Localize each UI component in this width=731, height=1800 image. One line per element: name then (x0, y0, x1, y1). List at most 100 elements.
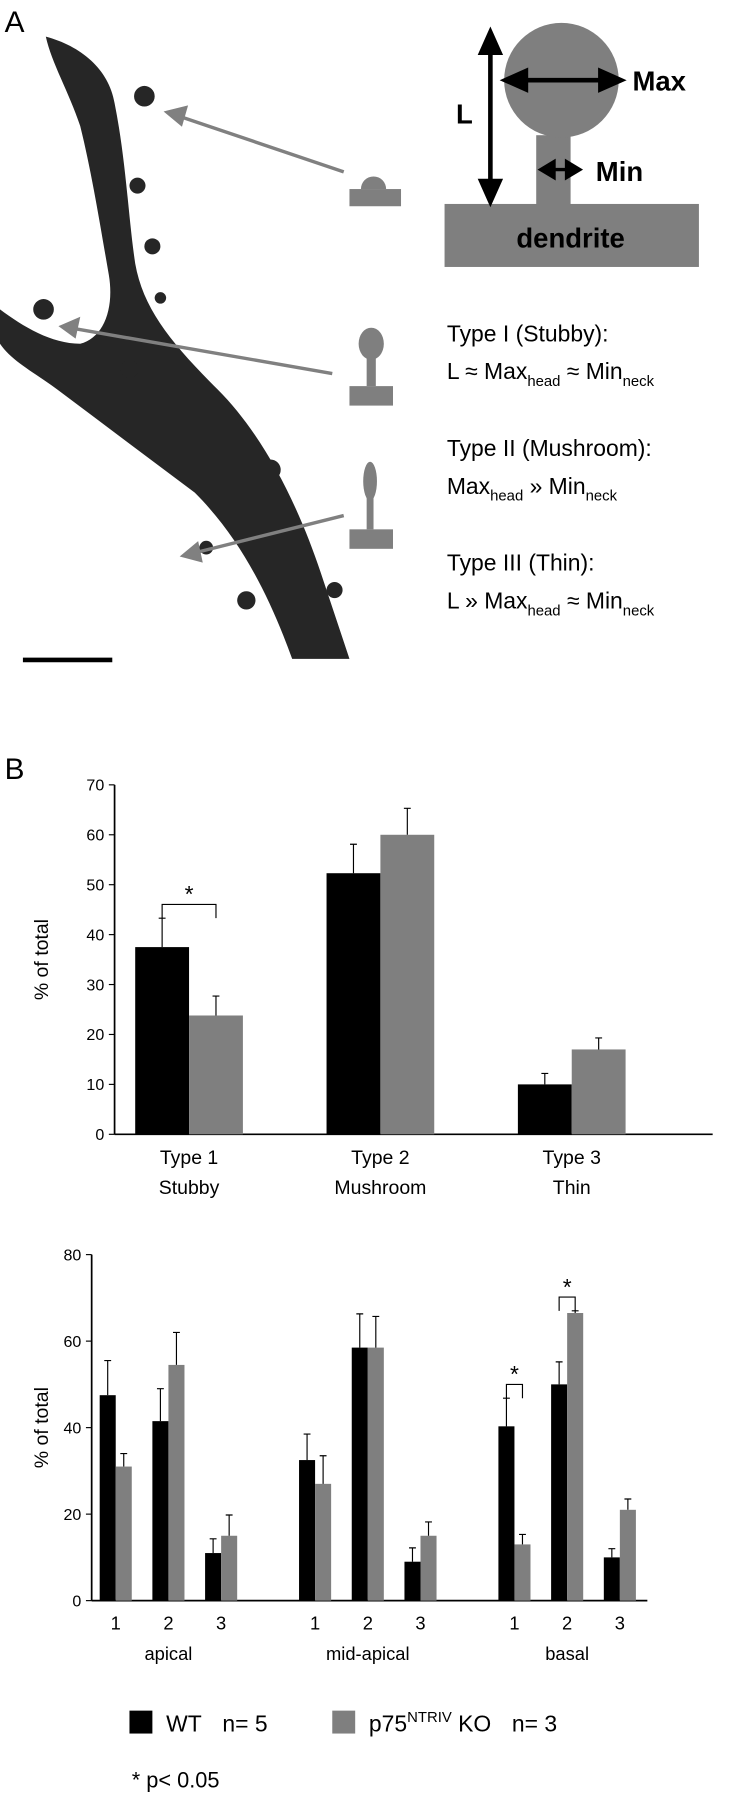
significance-bracket (161, 903, 217, 919)
script-text: neck (623, 603, 655, 619)
significance-mark: * (510, 1361, 519, 1387)
error-bar (209, 1538, 217, 1554)
bar (367, 1347, 384, 1601)
x-tick-label: 3 (216, 1612, 226, 1633)
significance-bracket (558, 1296, 576, 1311)
type-name: Type I (Stubby): (447, 320, 609, 346)
legend-note: * p< 0.05 (132, 1767, 220, 1792)
bar (221, 1535, 238, 1601)
error-bar (541, 1072, 549, 1085)
y-axis-label: % of total (31, 919, 53, 1000)
min-label: Min (596, 156, 643, 187)
group-label: basal (545, 1643, 589, 1664)
error-bar (212, 995, 220, 1016)
length-label: L (456, 99, 473, 130)
error-bar (571, 1310, 579, 1314)
type-name: Type II (Mushroom): (447, 435, 652, 461)
pointer-arrows (58, 105, 345, 563)
error-bar (104, 1360, 112, 1396)
y-tick-label: 0 (72, 1592, 81, 1610)
bar (315, 1483, 332, 1601)
error-bar (608, 1548, 616, 1558)
spine-icons (349, 176, 402, 549)
text-part: p75 (369, 1710, 407, 1736)
legend-label: WT (166, 1710, 202, 1736)
panel-label: B (5, 753, 25, 786)
significance-mark: * (185, 881, 194, 907)
error-bar (158, 917, 166, 948)
error-bar (173, 1331, 180, 1365)
error-bar (624, 1498, 632, 1510)
x-tick-label: 3 (415, 1612, 425, 1633)
script-text: NTRIV (407, 1710, 452, 1726)
group-label: mid-apical (326, 1643, 410, 1664)
bar (299, 1460, 316, 1601)
error-bar (319, 1455, 327, 1484)
bar (189, 1015, 243, 1135)
x-tick-label: 1 (509, 1612, 519, 1633)
y-tick-label: 20 (86, 1026, 104, 1044)
spine-diagram (444, 22, 699, 267)
bar (514, 1544, 531, 1601)
y-tick-label: 0 (95, 1126, 104, 1144)
text-part: ≈ Min (561, 587, 623, 613)
bar (404, 1561, 421, 1601)
x-tick-label: Type 3 (543, 1147, 601, 1169)
y-tick-label: 10 (86, 1076, 104, 1094)
y-axis-label: % of total (31, 1387, 53, 1468)
bar (115, 1466, 132, 1601)
max-label: Max (632, 66, 686, 97)
panel-label: A (5, 6, 25, 39)
script-text: head (527, 374, 560, 390)
legend-swatch (332, 1710, 356, 1734)
group-label: apical (144, 1643, 192, 1664)
significance-mark: * (563, 1274, 572, 1300)
bar (351, 1347, 368, 1601)
x-tick-label: Type 1 (160, 1147, 218, 1169)
bar (619, 1509, 636, 1601)
x-tick-label: Stubby (159, 1177, 220, 1199)
bar (420, 1535, 437, 1601)
text-part: Max (447, 473, 491, 499)
legend-swatch (129, 1710, 153, 1734)
error-bar (120, 1453, 128, 1467)
bar (152, 1421, 169, 1601)
bar (498, 1426, 515, 1601)
legend-n: n= 3 (512, 1710, 557, 1736)
y-tick-label: 20 (64, 1506, 82, 1524)
bar (205, 1553, 222, 1601)
bar (567, 1313, 584, 1601)
bar (517, 1084, 572, 1135)
x-tick-label: Type 2 (351, 1147, 409, 1169)
x-tick-label: Mushroom (334, 1177, 426, 1199)
type-formula: L ≈ Maxhead ≈ Minneck (447, 358, 655, 390)
y-tick-label: 70 (86, 777, 104, 795)
y-tick-label: 40 (64, 1419, 82, 1437)
error-bar (303, 1433, 311, 1461)
error-bar (225, 1514, 233, 1536)
bar (135, 947, 190, 1135)
script-text: head (490, 489, 523, 505)
legend-label: p75NTRIV KO (369, 1710, 491, 1736)
type-formula: L » Maxhead ≈ Minneck (447, 587, 655, 619)
script-text: head (527, 603, 560, 619)
error-bar (555, 1361, 563, 1385)
x-tick-label: 1 (310, 1612, 320, 1633)
dendrite-label: dendrite (516, 222, 624, 253)
y-tick-label: 60 (64, 1333, 82, 1351)
bar (571, 1049, 626, 1135)
error-bar (519, 1533, 526, 1545)
text-part: KO (452, 1710, 491, 1736)
text-part: » Min (523, 473, 585, 499)
y-tick-label: 40 (86, 926, 104, 944)
bar (603, 1557, 620, 1601)
y-tick-label: 60 (86, 827, 104, 845)
y-tick-label: 80 (64, 1246, 82, 1264)
error-bar (156, 1388, 164, 1422)
x-tick-label: 3 (615, 1612, 625, 1633)
y-tick-label: 30 (86, 976, 104, 994)
text-part: ≈ Min (560, 358, 622, 384)
type-name: Type III (Thin): (447, 550, 595, 576)
bar (551, 1384, 568, 1601)
